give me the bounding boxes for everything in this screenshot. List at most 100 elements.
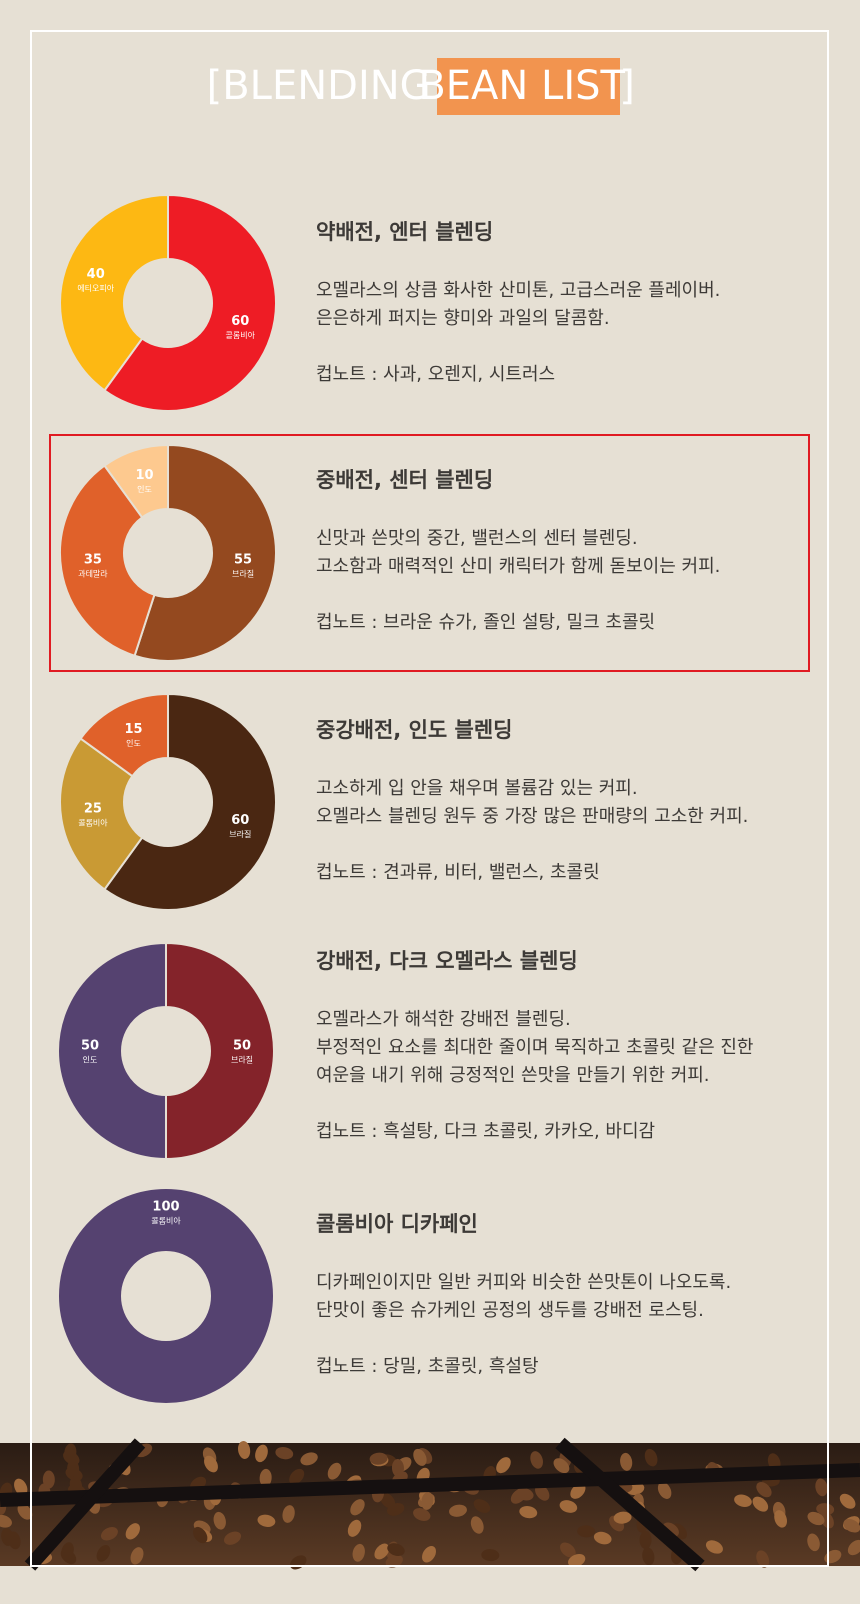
blend-description: 오멜라스의 상큼 화사한 산미톤, 고급스러운 플레이버.	[316, 280, 720, 301]
bean	[369, 1452, 388, 1465]
bean	[100, 1527, 118, 1541]
bean	[816, 1503, 835, 1516]
donut-slice	[103, 193, 277, 412]
bean	[347, 1519, 362, 1537]
frame-border	[30, 30, 829, 1567]
tray-divider	[555, 1437, 705, 1572]
donut-slice	[59, 193, 169, 392]
bean	[386, 1502, 405, 1516]
bean	[421, 1492, 434, 1510]
bean	[807, 1511, 825, 1526]
blend-title: 중강배전, 인도 블렌딩	[316, 718, 512, 742]
bean	[657, 1481, 672, 1499]
bean	[300, 1452, 318, 1466]
cup-note: 컵노트 : 브라운 슈가, 졸인 설탕, 밀크 초콜릿	[316, 612, 655, 633]
blend-description: 여운을 내기 위해 긍정적인 쓴맛을 만들기 위한 커피.	[316, 1065, 710, 1086]
blend-description: 디카페인이지만 일반 커피와 비슷한 쓴맛톤이 나오도록.	[316, 1272, 731, 1293]
slice-value-label: 50	[233, 1039, 251, 1054]
bean	[553, 1458, 570, 1474]
bean	[14, 1478, 28, 1496]
slice-name-label: 콜롬비아	[151, 1216, 181, 1226]
title: [BLENDING BEAN LIST ]	[207, 63, 638, 109]
bean	[530, 1451, 543, 1469]
title-open: [BLENDING	[207, 63, 431, 109]
selection-box	[49, 434, 810, 672]
bean	[413, 1448, 427, 1466]
bean	[255, 1444, 268, 1463]
bean	[756, 1481, 772, 1498]
title-close: ]	[619, 63, 635, 109]
blend-description: 고소하게 입 안을 채우며 볼륨감 있는 커피.	[316, 778, 638, 799]
bean	[289, 1468, 305, 1485]
cup-note: 컵노트 : 흑설탕, 다크 초콜릿, 카카오, 바디감	[316, 1121, 655, 1142]
bean	[734, 1494, 752, 1508]
bean	[380, 1492, 396, 1509]
bean	[535, 1484, 550, 1501]
donut-slice	[57, 1186, 275, 1406]
title-highlight-bg	[437, 58, 620, 115]
bean	[257, 1514, 276, 1527]
bean	[204, 1455, 218, 1473]
bean	[96, 1544, 111, 1562]
bean	[752, 1496, 769, 1512]
bean	[275, 1447, 294, 1460]
bean	[815, 1478, 828, 1497]
bean	[559, 1500, 578, 1513]
donut-slice	[59, 464, 156, 657]
bean	[223, 1531, 242, 1545]
bean	[130, 1547, 144, 1565]
bean	[613, 1511, 632, 1524]
slice-value-label: 55	[234, 552, 252, 567]
bean	[17, 1503, 33, 1520]
donut-slice	[79, 692, 169, 778]
slice-value-label: 50	[81, 1039, 99, 1054]
bean	[560, 1542, 576, 1558]
bean	[481, 1549, 500, 1562]
slice-value-label: 60	[231, 314, 249, 329]
tray-divider	[0, 1463, 860, 1507]
cup-note: 컵노트 : 견과류, 비터, 밸런스, 초콜릿	[316, 862, 600, 883]
bean	[8, 1531, 21, 1550]
coffee-bean-photo	[0, 1437, 860, 1572]
bean	[0, 1514, 12, 1528]
slice-name-label: 브라질	[231, 1056, 253, 1065]
slice-value-label: 15	[124, 722, 142, 737]
bean	[237, 1441, 251, 1459]
bean	[282, 1505, 295, 1523]
bean	[413, 1508, 431, 1521]
donut-slice	[57, 941, 167, 1161]
bean	[422, 1545, 436, 1563]
bean	[42, 1470, 55, 1489]
slice-name-label: 인도	[137, 484, 152, 494]
slice-value-label: 25	[84, 801, 102, 816]
bean	[60, 1548, 77, 1565]
blend-title: 강배전, 다크 오멜라스 블렌딩	[316, 949, 578, 973]
bean	[125, 1523, 140, 1540]
cup-note: 컵노트 : 당밀, 초콜릿, 흑설탕	[316, 1356, 539, 1377]
bean	[449, 1504, 467, 1517]
tray-divider	[24, 1438, 146, 1571]
slice-name-label: 브라질	[232, 569, 254, 578]
blend-description: 오멜라스 블렌딩 원두 중 가장 많은 판매량의 고소한 커피.	[316, 806, 748, 827]
bean	[515, 1487, 534, 1501]
slice-name-label: 에티오피아	[77, 283, 114, 293]
bean	[774, 1510, 787, 1528]
bean	[593, 1531, 612, 1545]
slice-name-label: 인도	[83, 1055, 98, 1065]
bean	[213, 1511, 226, 1530]
bean	[519, 1506, 538, 1519]
bean	[473, 1499, 491, 1513]
slice-value-label: 35	[84, 552, 102, 567]
bean	[496, 1457, 511, 1474]
title-highlight: BEAN LIST	[418, 63, 625, 109]
blend-title: 약배전, 엔터 블렌딩	[316, 220, 493, 244]
donut-slice	[59, 737, 144, 891]
bean	[639, 1530, 652, 1549]
bean	[756, 1550, 770, 1568]
bean	[705, 1540, 723, 1554]
slice-name-label: 인도	[126, 738, 141, 748]
bean	[847, 1539, 860, 1556]
donut-slice	[165, 941, 275, 1161]
bean	[327, 1462, 342, 1480]
